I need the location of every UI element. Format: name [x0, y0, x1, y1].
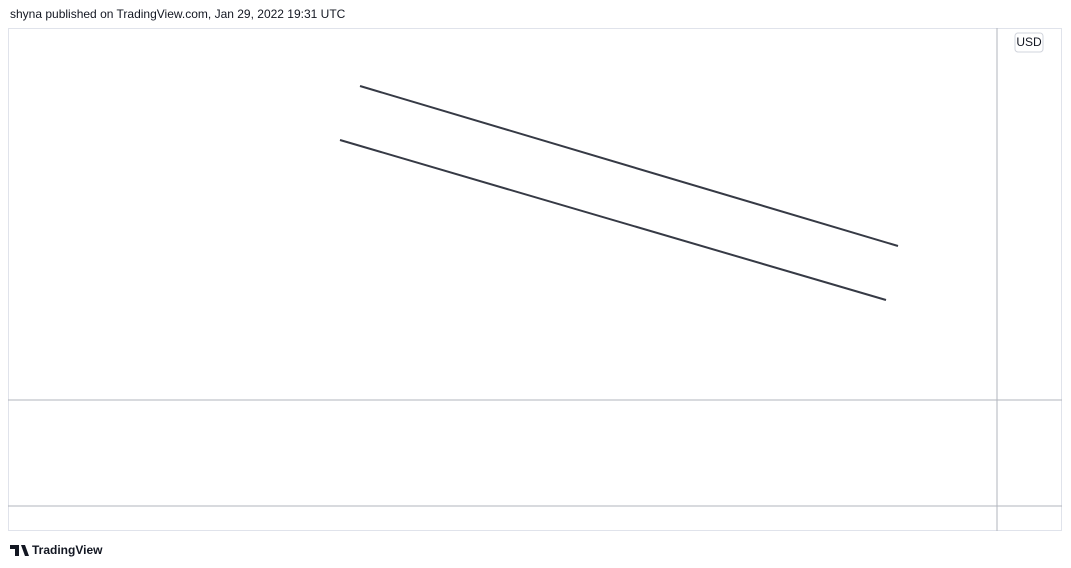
frame: [8, 28, 1062, 531]
currency-button[interactable]: [1014, 32, 1044, 53]
channel-lower: [339, 139, 887, 301]
currency-label[interactable]: USD: [1016, 35, 1042, 49]
byline: shyna published on TradingView.com, Jan …: [10, 7, 346, 21]
logo-text: TradingView: [32, 543, 103, 557]
channel-upper: [359, 85, 899, 247]
logo-icon: [10, 545, 29, 556]
